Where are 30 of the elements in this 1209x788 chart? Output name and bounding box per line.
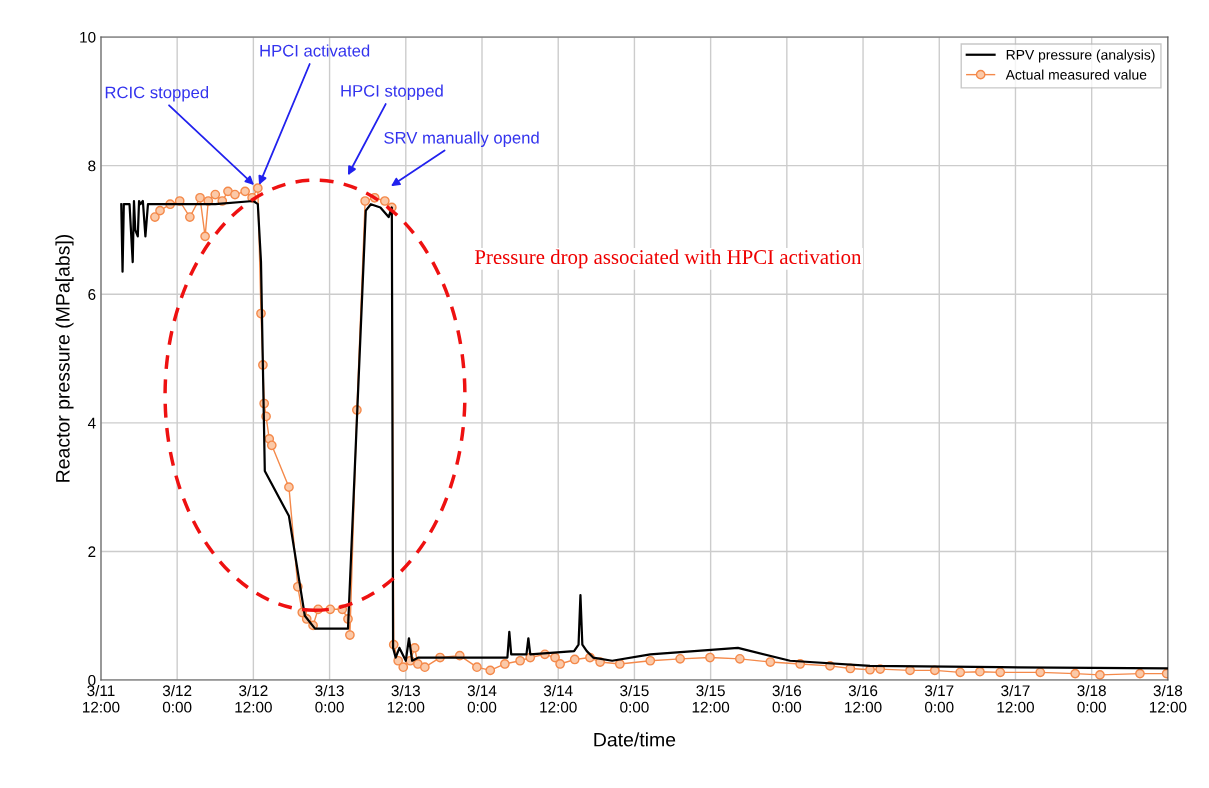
x-tick-label: 3/16 0:00 [772, 684, 802, 713]
x-tick-label: 3/15 12:00 [692, 684, 730, 713]
annotation: RCIC stopped [105, 86, 209, 102]
y-tick-label: 2 [88, 546, 96, 557]
y-tick-label: 10 [80, 31, 96, 43]
x-tick-label: 3/18 0:00 [1077, 684, 1106, 713]
annotation: Pressure drop associated with HPCI activation [474, 249, 862, 269]
x-tick-label: 3/13 0:00 [315, 684, 344, 713]
x-tick-label: 3/14 0:00 [467, 684, 497, 713]
x-axis-title: Date/time [594, 732, 676, 747]
x-tick-label: 3/12 12:00 [235, 684, 272, 713]
x-tick-label: 3/18 12:00 [1149, 684, 1187, 713]
y-tick-label: 6 [88, 289, 96, 300]
x-tick-label: 3/13 12:00 [387, 684, 425, 713]
x-tick-label: 3/14 12:00 [540, 684, 577, 713]
x-tick-label: 3/17 0:00 [924, 684, 954, 713]
y-axis-title: Reactor pressure (MPa[abs]) [55, 234, 74, 482]
annotation: HPCI stopped [341, 84, 443, 101]
x-tick-label: 3/15 0:00 [620, 684, 649, 713]
x-tick-label: 3/16 12:00 [845, 684, 882, 713]
x-tick-label: 3/12 0:00 [162, 684, 192, 713]
legend-label: Actual measured value [1005, 69, 1147, 80]
y-tick-label: 4 [87, 417, 96, 429]
annotation: HPCI activated [260, 44, 370, 57]
x-tick-label: 3/17 12:00 [997, 684, 1034, 713]
y-tick-label: 0 [88, 674, 96, 686]
x-tick-label: 3/11 12:00 [83, 684, 120, 713]
annotation: SRV manually opend [384, 131, 539, 147]
y-tick-label: 8 [88, 160, 96, 172]
legend-label: RPV pressure (analysis) [1006, 49, 1155, 63]
